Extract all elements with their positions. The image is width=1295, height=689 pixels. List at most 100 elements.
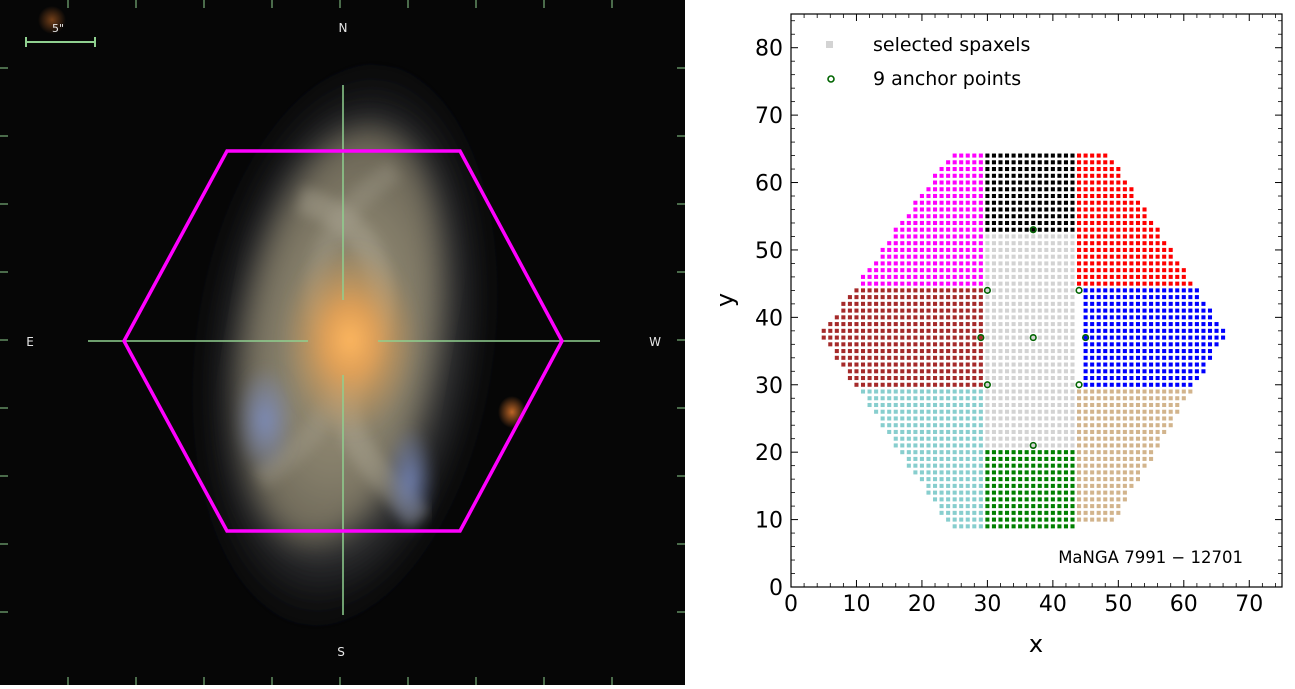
spaxel-point	[1155, 416, 1160, 421]
spaxel-point	[893, 402, 898, 408]
spaxel-point	[978, 227, 983, 232]
spaxel-point	[1011, 416, 1016, 421]
spaxel-point	[1116, 281, 1121, 286]
spaxel-point	[1037, 295, 1042, 300]
spaxel-point	[1149, 288, 1154, 293]
spaxel-point	[1063, 369, 1068, 374]
spaxel-point	[1044, 409, 1049, 414]
spaxel-point	[991, 335, 996, 340]
spaxel-point	[965, 322, 970, 327]
spaxel-point	[985, 200, 990, 205]
spaxel-point	[880, 423, 885, 428]
spaxel-point	[1024, 524, 1029, 529]
spaxel-point	[1175, 308, 1180, 313]
spaxel-point	[1011, 483, 1016, 488]
spaxel-point	[867, 301, 872, 306]
spaxel-point	[1083, 436, 1088, 441]
spaxel-point	[893, 254, 898, 259]
spaxel-point	[913, 463, 918, 468]
spaxel-point	[1031, 369, 1036, 374]
spaxel-point	[933, 416, 938, 421]
spaxel-point	[991, 369, 996, 374]
spaxel-point	[965, 180, 970, 185]
spaxel-point	[965, 200, 970, 205]
spaxel-point	[1018, 402, 1023, 408]
spaxel-point	[893, 308, 898, 313]
spaxel-regions	[821, 153, 1226, 529]
spaxel-point	[1050, 247, 1055, 252]
spaxel-point	[998, 429, 1003, 434]
spaxel-point	[1149, 402, 1154, 408]
spaxel-point	[867, 369, 872, 374]
spaxel-point	[1142, 382, 1147, 387]
spaxel-point	[1031, 355, 1036, 360]
spaxel-point	[1083, 349, 1088, 354]
spaxel-point	[1083, 153, 1088, 158]
spaxel-point	[1077, 274, 1082, 279]
spaxel-point	[1142, 463, 1147, 468]
spaxel-point	[1149, 301, 1154, 306]
spaxel-point	[959, 517, 964, 522]
spaxel-point	[1005, 409, 1010, 414]
spaxel-point	[952, 241, 957, 246]
spaxel-point	[1077, 173, 1082, 178]
spaxel-point	[1181, 281, 1186, 286]
spaxel-point	[1057, 220, 1062, 226]
spaxel-point	[1090, 409, 1095, 414]
spaxel-point	[939, 187, 944, 192]
spaxel-point	[978, 483, 983, 488]
spaxel-point	[1044, 227, 1049, 232]
spaxel-point	[1155, 402, 1160, 408]
spaxel-point	[998, 214, 1003, 219]
spaxel-point	[1149, 375, 1154, 381]
spaxel-point	[847, 301, 852, 306]
spaxel-point	[893, 443, 898, 448]
spaxel-point	[854, 349, 859, 354]
spaxel-point	[1181, 382, 1186, 387]
spaxel-point	[1122, 355, 1127, 360]
spaxel-point	[946, 450, 951, 455]
spaxel-point	[900, 234, 905, 239]
spaxel-point	[1096, 214, 1101, 219]
spaxel-point	[900, 274, 905, 279]
spaxel-point	[1135, 227, 1140, 232]
spaxel-point	[1096, 153, 1101, 158]
spaxel-point	[933, 234, 938, 239]
spaxel-point	[978, 349, 983, 354]
spaxel-point	[1024, 342, 1029, 347]
spaxel-point	[1063, 450, 1068, 455]
spaxel-point	[1129, 416, 1134, 421]
spaxel-point	[1162, 362, 1167, 367]
spaxel-point	[1162, 322, 1167, 327]
spaxel-point	[965, 268, 970, 273]
spaxel-point	[926, 335, 931, 340]
spaxel-point	[867, 349, 872, 354]
spaxel-point	[1221, 335, 1226, 340]
spaxel-point	[1011, 261, 1016, 266]
spaxel-point	[946, 429, 951, 434]
spaxel-point	[1018, 268, 1023, 273]
spaxel-point	[1109, 268, 1114, 273]
spaxel-point	[1005, 254, 1010, 259]
spaxel-point	[998, 402, 1003, 408]
spaxel-point	[919, 409, 924, 414]
spaxel-point	[972, 409, 977, 414]
spaxel-point	[1037, 504, 1042, 509]
spaxel-point	[939, 416, 944, 421]
spaxel-point	[1024, 193, 1029, 199]
spaxel-point	[1122, 470, 1127, 475]
spaxel-point	[1142, 362, 1147, 367]
spaxel-point	[991, 254, 996, 259]
spaxel-point	[1103, 180, 1108, 185]
spaxel-point	[1129, 193, 1134, 199]
spaxel-point	[1149, 328, 1154, 333]
spaxel-point	[1129, 355, 1134, 360]
spaxel-point	[991, 477, 996, 482]
spaxel-point	[1077, 443, 1082, 448]
spaxel-point	[1142, 254, 1147, 259]
y-tick-label: 20	[755, 441, 783, 466]
spaxel-point	[841, 301, 846, 306]
spaxel-point	[985, 180, 990, 185]
spaxel-point	[1037, 187, 1042, 192]
spaxel-point	[880, 369, 885, 374]
